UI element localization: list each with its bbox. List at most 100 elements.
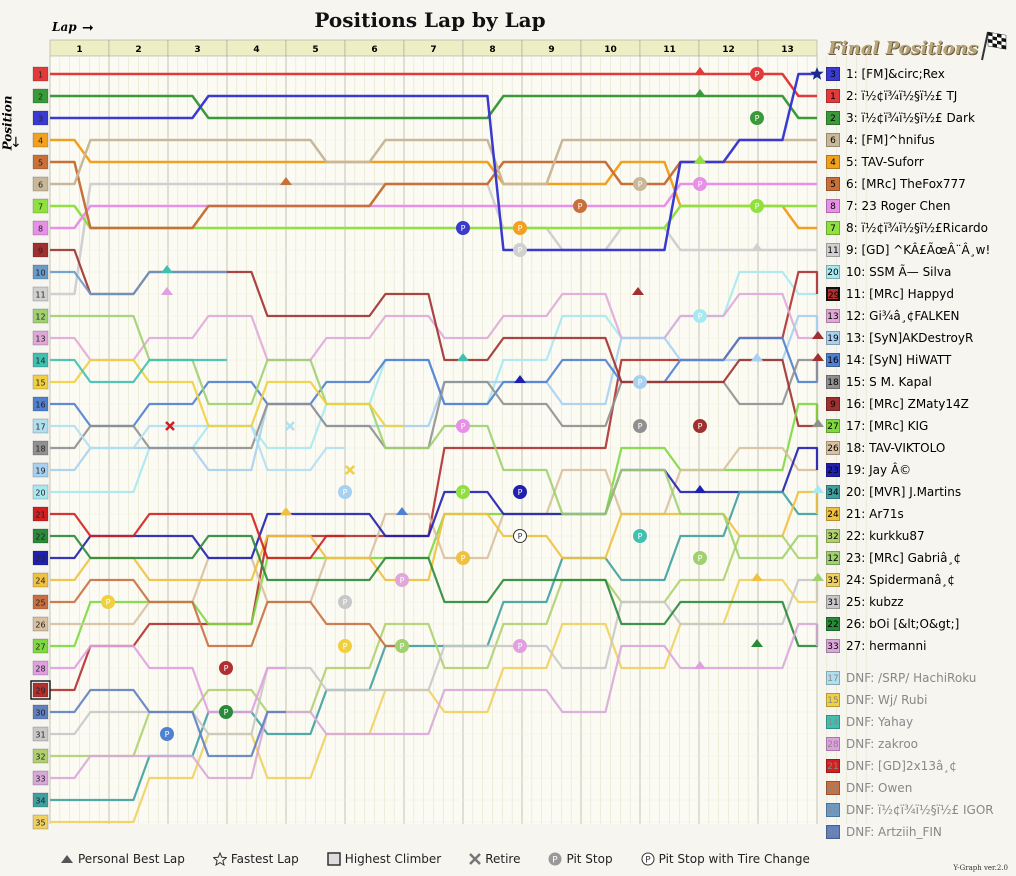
final-position-row: 15 DNF: Wj/ Rubi bbox=[826, 691, 927, 709]
pit-stop-marker: P bbox=[693, 551, 707, 565]
start-position-box: 25 bbox=[826, 781, 840, 795]
final-position-label: DNF: Wj/ Rubi bbox=[846, 693, 928, 707]
final-position-row: 11 9: [GD] ^KÂ£ÃœÂ¨Â¸w! bbox=[826, 241, 990, 259]
position-label: 11 bbox=[32, 286, 49, 302]
final-position-row: 4 5: TAV-Suforr bbox=[826, 153, 924, 171]
start-position-box: 21 bbox=[826, 759, 840, 773]
final-position-label: DNF: /SRP/ HachiRoku bbox=[846, 671, 977, 685]
position-label: 19 bbox=[32, 462, 49, 478]
pit-stop-marker: P bbox=[456, 485, 470, 499]
driver-name: [GD] ^KÂ£ÃœÂ¨Â¸w! bbox=[861, 243, 991, 257]
final-position-row: 30 DNF: Artziih_FIN bbox=[826, 823, 942, 841]
final-position-row: 34 20: [MVR] J.Martins bbox=[826, 483, 961, 501]
position-label: 7 bbox=[32, 198, 49, 214]
final-position-row: 6 4: [FM]^hnifus bbox=[826, 131, 935, 149]
svg-text:P: P bbox=[461, 554, 466, 563]
series-line bbox=[50, 424, 345, 472]
position-label: 31 bbox=[32, 726, 49, 742]
x-icon bbox=[469, 853, 482, 865]
start-position-box: 28 bbox=[826, 737, 840, 751]
driver-name: Jay Â© bbox=[869, 463, 912, 477]
start-position-box: 18 bbox=[826, 375, 840, 389]
position-label: 10 bbox=[32, 264, 49, 280]
svg-text:13: 13 bbox=[35, 335, 45, 344]
svg-text:P: P bbox=[106, 598, 111, 607]
final-position-label: 19: Jay Â© bbox=[846, 463, 912, 477]
position-label: 5 bbox=[32, 154, 49, 170]
final-position-label: 8: ï½¢ï¾ï½§ï½£Ricardo bbox=[846, 221, 988, 235]
svg-text:32: 32 bbox=[35, 753, 45, 762]
pit-stop-marker: P bbox=[633, 375, 647, 389]
final-position-row: 12 23: [MRc] Gabriâ¸¢ bbox=[826, 549, 961, 567]
chart-legend: Personal Best Lap Fastest Lap Highest Cl… bbox=[60, 852, 810, 866]
personal-best-marker bbox=[812, 573, 824, 581]
personal-best-marker bbox=[457, 353, 469, 361]
svg-text:P: P bbox=[343, 642, 348, 651]
series-line bbox=[50, 138, 817, 186]
svg-text:P: P bbox=[461, 422, 466, 431]
svg-text:P: P bbox=[518, 224, 523, 233]
personal-best-marker bbox=[751, 573, 763, 581]
final-position-label: 16: [MRc] ZMaty14Z bbox=[846, 397, 969, 411]
position-label: 13 bbox=[32, 330, 49, 346]
position-label: 29 bbox=[32, 682, 49, 698]
driver-name: [MRc] TheFox777 bbox=[861, 177, 966, 191]
series-line bbox=[50, 644, 286, 714]
version-label: Y-Graph ver.2.0 bbox=[953, 864, 1008, 872]
driver-name: kurkku87 bbox=[869, 529, 925, 543]
final-position-row: 35 24: Spidermanâ¸¢ bbox=[826, 571, 955, 589]
start-position-box: 13 bbox=[826, 309, 840, 323]
svg-text:22: 22 bbox=[35, 533, 45, 542]
svg-text:10: 10 bbox=[35, 269, 45, 278]
position-label: 6 bbox=[32, 176, 49, 192]
svg-text:25: 25 bbox=[35, 599, 45, 608]
svg-text:P: P bbox=[638, 378, 643, 387]
position-label: 25 bbox=[32, 594, 49, 610]
start-position-box: 27 bbox=[826, 419, 840, 433]
driver-name: Spidermanâ¸¢ bbox=[869, 573, 956, 587]
final-position-label: DNF: [GD]2x13â¸¢ bbox=[846, 759, 957, 773]
driver-name: [FM]&circ;Rex bbox=[861, 67, 945, 81]
svg-text:26: 26 bbox=[35, 621, 45, 630]
lap-tick-label: 8 bbox=[489, 45, 495, 55]
final-position-label: 12: Gi¾â¸¢FALKEN bbox=[846, 309, 960, 323]
svg-text:16: 16 bbox=[35, 401, 45, 410]
personal-best-marker bbox=[694, 485, 706, 493]
start-position-box: 32 bbox=[826, 529, 840, 543]
final-position-label: 24: Spidermanâ¸¢ bbox=[846, 573, 956, 587]
svg-text:P: P bbox=[165, 730, 170, 739]
start-position-box: 6 bbox=[826, 133, 840, 147]
svg-text:34: 34 bbox=[35, 797, 45, 806]
final-position-label: 14: [SyN] HiWATT bbox=[846, 353, 952, 367]
svg-text:P: P bbox=[698, 554, 703, 563]
final-position-label: DNF: Artziih_FIN bbox=[846, 825, 942, 839]
arrow-right-icon: ➞ bbox=[82, 20, 94, 36]
start-position-box: 10 bbox=[826, 803, 840, 817]
driver-name: Artziih_FIN bbox=[878, 825, 942, 839]
pit-stop-marker: P bbox=[750, 199, 764, 213]
final-position-row: 18 15: S M. Kapal bbox=[826, 373, 932, 391]
final-position-label: 3: ï½¢ï¾ï½§ï½£ Dark bbox=[846, 111, 975, 125]
driver-name: /SRP/ HachiRoku bbox=[878, 671, 977, 685]
svg-text:P: P bbox=[343, 488, 348, 497]
start-position-box: 30 bbox=[826, 825, 840, 839]
final-position-row: 27 17: [MRc] KIG bbox=[826, 417, 928, 435]
final-position-row: 7 8: ï½¢ï¾ï½§ï½£Ricardo bbox=[826, 219, 988, 237]
final-position-row: 23 19: Jay Â© bbox=[826, 461, 911, 479]
position-label: 24 bbox=[32, 572, 49, 588]
driver-name: [GD]2x13â¸¢ bbox=[878, 759, 957, 773]
lap-tick-label: 13 bbox=[781, 45, 794, 55]
final-position-row: 14 DNF: Yahay bbox=[826, 713, 913, 731]
final-position-row: 26 18: TAV-VIKTOLO bbox=[826, 439, 945, 457]
driver-name: Owen bbox=[878, 781, 913, 795]
lap-tick-label: 6 bbox=[371, 45, 377, 55]
personal-best-marker bbox=[514, 375, 526, 383]
start-position-box: 17 bbox=[826, 671, 840, 685]
driver-name: [FM]^hnifus bbox=[861, 133, 935, 147]
driver-name: [MVR] J.Martins bbox=[869, 485, 962, 499]
lap-tick-label: 10 bbox=[604, 45, 617, 55]
start-position-box: 16 bbox=[826, 353, 840, 367]
start-position-box: 9 bbox=[826, 397, 840, 411]
svg-text:35: 35 bbox=[35, 819, 45, 828]
